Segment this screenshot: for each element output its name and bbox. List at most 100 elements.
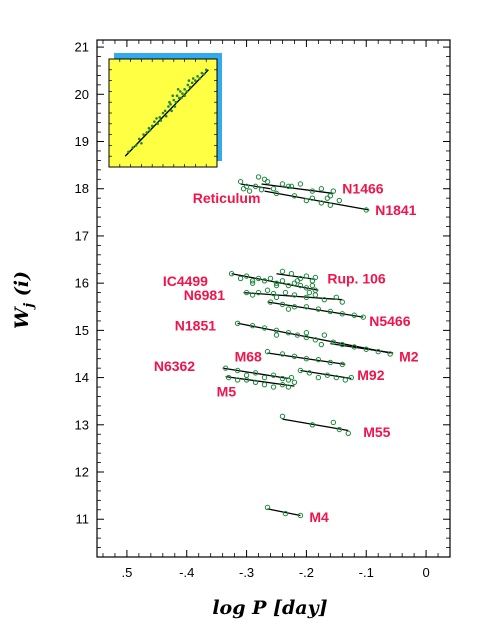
cluster-label-m68: M68 xyxy=(235,348,262,364)
inset-data-point xyxy=(180,96,183,100)
data-point-n1851 xyxy=(312,337,319,343)
data-point-reticulum xyxy=(243,183,250,190)
data-point-n1841 xyxy=(318,200,325,206)
data-point-n6362 xyxy=(279,375,286,382)
data-point-n1851 xyxy=(249,322,256,329)
inset-data-point xyxy=(137,137,141,141)
data-point-m5 xyxy=(225,374,232,381)
data-point-n1841 xyxy=(327,202,334,208)
inset-data-point xyxy=(202,72,206,76)
inset-data-point xyxy=(183,87,186,91)
data-point-n1841 xyxy=(291,193,298,199)
inset-data-point xyxy=(171,94,175,98)
x-tick-label: -.4 xyxy=(179,565,194,580)
inset-data-point xyxy=(191,77,195,80)
data-point-n6981 xyxy=(306,289,313,296)
data-point-n1466 xyxy=(279,181,286,187)
data-point-n1466 xyxy=(309,188,316,194)
cluster-label-m92: M92 xyxy=(357,367,384,383)
data-point-n1466 xyxy=(330,188,337,194)
x-tick-label: -.3 xyxy=(239,565,254,580)
data-point-n1851 xyxy=(330,339,337,345)
inset-data-point xyxy=(186,83,190,87)
cluster-label-m5: M5 xyxy=(217,384,237,400)
data-point-n6981 xyxy=(321,296,328,303)
data-point-n5466 xyxy=(315,306,322,312)
data-point-ic4499 xyxy=(273,282,280,289)
fit-line-n6362 xyxy=(222,367,289,380)
data-point-m92 xyxy=(306,370,313,376)
data-point-n1851 xyxy=(234,320,241,326)
inset-data-point xyxy=(198,77,202,80)
data-point-n6981 xyxy=(249,292,256,298)
inset-data-point xyxy=(194,79,197,82)
fit-line-m92 xyxy=(300,369,352,380)
inset-data-point xyxy=(134,144,138,147)
data-point-n6981 xyxy=(273,294,280,301)
inset-data-point xyxy=(175,94,179,98)
data-point-n1851 xyxy=(351,344,357,350)
inset-data-point xyxy=(177,96,181,100)
data-point-n5466 xyxy=(285,306,292,312)
data-point-m4 xyxy=(297,512,304,519)
data-point-ic4499 xyxy=(228,271,235,277)
fit-line-n1841 xyxy=(264,190,370,211)
x-axis-title: log P [day] xyxy=(212,597,327,619)
data-point-m68 xyxy=(264,348,271,355)
x-tick-label: 0 xyxy=(422,565,429,580)
inset-data-point xyxy=(163,109,167,113)
inset-data-point xyxy=(169,103,172,106)
inset-data-point xyxy=(140,141,143,145)
data-point-ic4499 xyxy=(237,275,244,282)
data-point-m55 xyxy=(336,426,343,433)
data-point-n1466 xyxy=(297,181,304,187)
inset-data-point xyxy=(196,74,199,78)
cluster-label-n5466: N5466 xyxy=(369,313,410,329)
data-point-m55 xyxy=(345,430,351,436)
data-point-n5466 xyxy=(303,304,310,310)
cluster-label-n6981: N6981 xyxy=(184,287,225,303)
plot-border xyxy=(96,39,451,558)
data-point-m5 xyxy=(270,384,277,390)
data-point-n1466 xyxy=(261,176,268,182)
data-point-ic4499 xyxy=(255,275,262,282)
data-point-n1841 xyxy=(309,195,316,201)
data-point-n5466 xyxy=(327,308,334,315)
data-point-ic4499 xyxy=(309,282,316,289)
inset-data-point xyxy=(127,150,130,154)
cluster-label-n6362: N6362 xyxy=(154,358,195,374)
data-point-ic4499 xyxy=(243,273,250,279)
data-point-n6981 xyxy=(333,294,340,301)
data-point-m5 xyxy=(285,384,292,390)
data-point-n6981 xyxy=(282,289,289,296)
data-point-m92 xyxy=(315,374,322,381)
data-point-n1851 xyxy=(273,332,280,338)
inset-data-point xyxy=(204,68,208,72)
inset-data-point xyxy=(147,126,151,130)
data-point-n5466 xyxy=(339,311,346,317)
inset-data-point xyxy=(176,87,180,91)
cluster-label-rup-106: Rup. 106 xyxy=(327,270,386,286)
data-point-m55 xyxy=(330,419,337,426)
inset-data-point xyxy=(150,124,154,128)
data-point-n5466 xyxy=(360,314,366,320)
y-tick-label: 18 xyxy=(75,181,89,196)
data-point-ic4499 xyxy=(267,275,274,282)
y-axis: 11 12 13 14 15 16 17 18 19 20 21 xyxy=(75,40,450,548)
data-point-ic4499 xyxy=(249,280,256,286)
data-point-n1841 xyxy=(363,207,369,213)
inset-data-point xyxy=(173,105,177,108)
data-point-m68 xyxy=(279,351,286,357)
data-point-m92 xyxy=(342,377,348,383)
data-point-n1851 xyxy=(375,348,381,355)
x-tick-label: .5 xyxy=(121,565,132,580)
data-point-m5 xyxy=(288,374,295,381)
data-point-n1851 xyxy=(321,332,328,338)
data-point-m55 xyxy=(279,413,286,420)
data-point-rup-106 xyxy=(279,268,286,275)
data-point-n1851 xyxy=(303,330,310,336)
data-point-n6362 xyxy=(252,370,259,376)
x-tick-label: -.2 xyxy=(299,565,314,580)
data-point-m92 xyxy=(348,374,354,381)
inset-data-point xyxy=(174,100,178,104)
